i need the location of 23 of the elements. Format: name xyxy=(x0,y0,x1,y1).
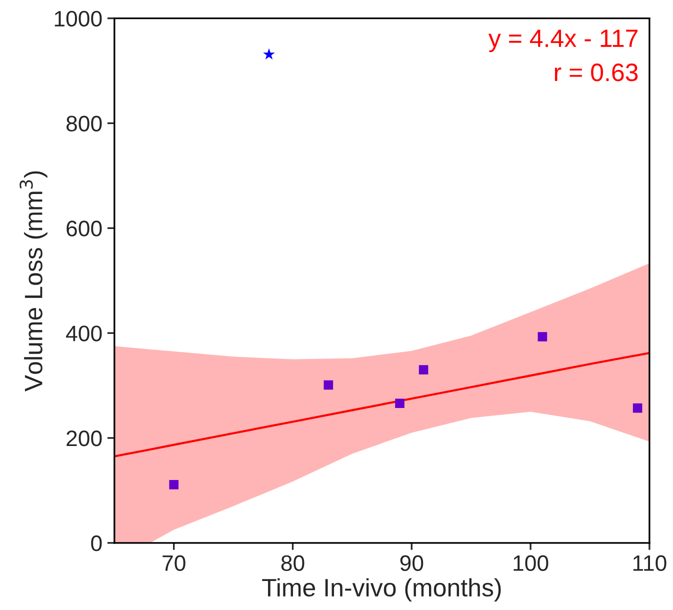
y-tick-label: 0 xyxy=(91,535,102,552)
y-tick-label: 600 xyxy=(66,220,102,236)
point xyxy=(324,380,334,390)
y-tick-label: 200 xyxy=(66,430,102,446)
point xyxy=(263,48,275,60)
y-tick-label: 1000 xyxy=(54,10,102,27)
x-tick-label: 110 xyxy=(633,555,666,572)
x-tick-label: 70 xyxy=(162,555,186,572)
point xyxy=(169,480,179,490)
annotation: y = 4.4x - 117 xyxy=(488,30,638,52)
point xyxy=(632,403,642,413)
x-tick-label: 100 xyxy=(514,555,548,572)
line-series xyxy=(114,352,650,458)
annotation: r = 0.63 xyxy=(554,64,638,82)
point xyxy=(418,365,428,374)
x-tick-label: 90 xyxy=(400,555,424,572)
y-tick-label: 400 xyxy=(66,326,102,342)
x-tick-label: 80 xyxy=(281,555,304,572)
y-tick-label: 800 xyxy=(66,116,102,132)
y-axis-title: Volume Loss (mm$^{3}$) xyxy=(20,171,48,392)
point xyxy=(395,398,404,408)
point xyxy=(538,332,548,342)
x-axis-title: Time In-vivo (months) xyxy=(262,578,501,602)
